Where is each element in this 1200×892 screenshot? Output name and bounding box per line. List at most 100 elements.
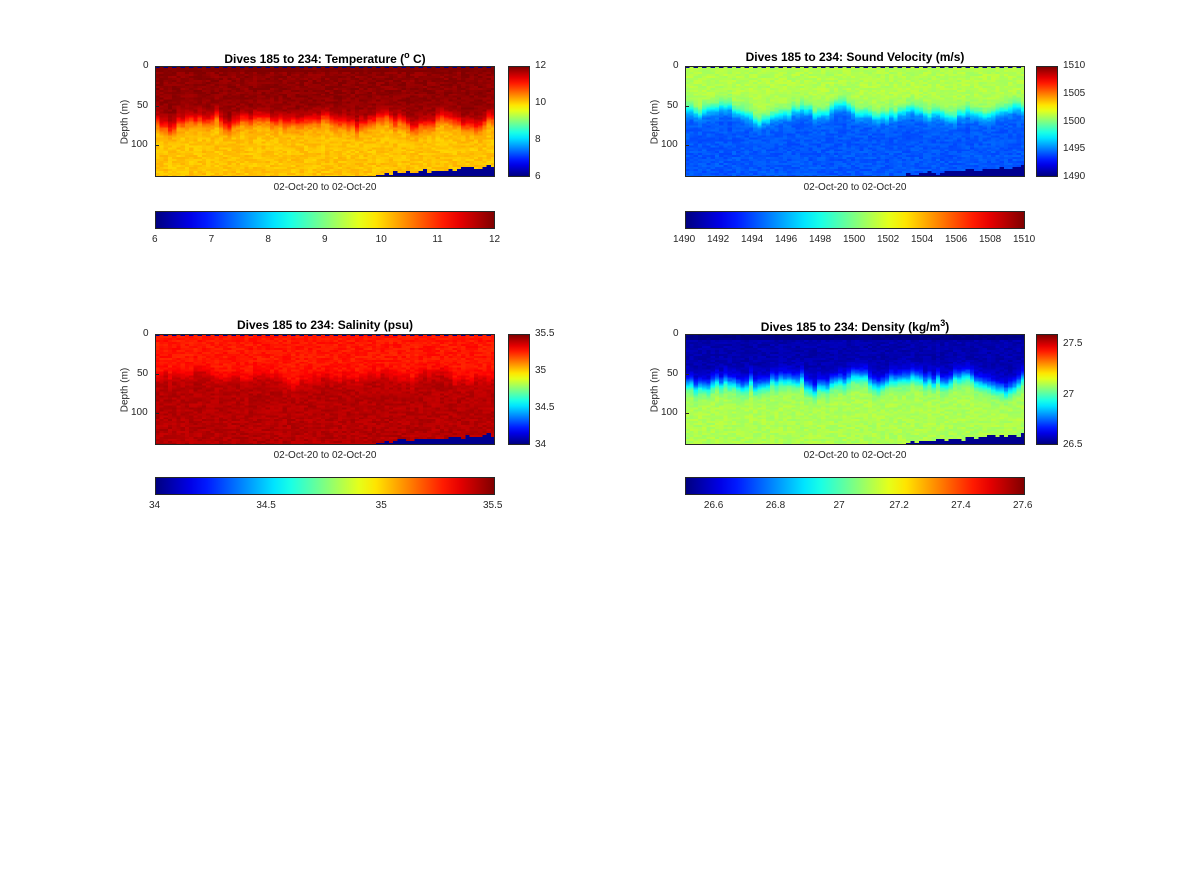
heatmap-cell [486,123,492,127]
heatmap-cell [490,77,495,81]
heatmap-cell [427,91,432,95]
heatmap-cell [448,121,454,125]
heatmap-cell [286,75,292,79]
heatmap-cell [189,125,194,129]
heatmap-cell [248,79,254,83]
heatmap-cell [422,163,428,166]
heatmap-cell [278,113,284,117]
heatmap-cell [295,151,301,154]
heatmap-cell [252,135,258,138]
heatmap-cell [490,123,495,127]
heatmap-cell [410,157,415,160]
heatmap-cell [282,165,288,168]
heatmap-cell [231,131,237,134]
heatmap-cell [299,85,305,89]
heatmap-cell [308,167,313,170]
heatmap-cell [316,83,322,87]
heatmap-cell [240,79,245,83]
heatmap-cell [325,145,330,148]
heatmap-cell [363,103,369,107]
heatmap-cell [244,101,250,105]
heatmap-cell [465,79,471,83]
heatmap-cell [193,97,199,101]
heatmap-cell [354,119,360,123]
heatmap-cell [410,66,415,69]
heatmap-cell [189,133,194,136]
heatmap-cell [405,161,411,164]
heatmap-cell [291,159,296,162]
heatmap-cell [452,101,458,105]
heatmap-cell [299,119,305,123]
heatmap-cell [490,149,495,152]
heatmap-cell [410,135,415,138]
heatmap-cell [193,149,199,152]
heatmap-cell [414,159,420,162]
heatmap-cell [291,163,296,166]
heatmap-cell [719,113,724,117]
heatmap-cell [223,143,228,146]
heatmap-cell [197,131,203,134]
heatmap-cell [689,89,695,93]
heatmap-cell [422,71,428,75]
heatmap-cell [702,109,707,113]
heatmap-cell [342,111,347,115]
heatmap-cell [469,101,475,105]
heatmap-cell [333,91,339,95]
heatmap-cell [486,83,492,87]
heatmap-cell [422,105,428,109]
heatmap-cell [342,93,347,97]
heatmap-cell [214,155,220,158]
heatmap-cell [172,117,177,121]
heatmap-cell [401,89,407,93]
heatmap-cell [359,101,364,105]
heatmap-cell [295,71,301,75]
heatmap-cell [248,87,254,91]
heatmap-cell [401,171,407,174]
heatmap-cell [312,101,318,105]
heatmap-cell [159,113,165,117]
heatmap-cell [214,161,220,164]
heatmap-cell [333,89,339,93]
heatmap-cell [719,81,724,85]
heatmap-cell [465,129,471,133]
heatmap-cell [444,87,449,91]
heatmap-cell [710,77,716,81]
heatmap-cell [295,155,301,158]
heatmap-cell [397,99,403,103]
heatmap-cell [172,147,177,150]
heatmap-cell [405,97,411,101]
heatmap-cell [359,165,364,168]
heatmap-cell [210,99,216,103]
heatmap-cell [244,155,250,158]
heatmap-cell [397,83,403,87]
heatmap-cell [210,97,216,101]
heatmap-cell [410,111,415,115]
heatmap-cell [155,107,160,111]
heatmap-cell [218,165,224,168]
heatmap-cell [282,173,288,176]
heatmap-cell [456,167,462,170]
heatmap-cell [414,75,420,79]
heatmap-cell [286,79,292,83]
heatmap-cell [706,99,712,103]
heatmap-cell [274,97,279,101]
heatmap-cell [359,129,364,133]
heatmap-cell [448,69,454,73]
heatmap-cell [354,163,360,166]
heatmap-cell [291,111,296,115]
heatmap-cell [257,101,262,105]
heatmap-cell [235,69,241,73]
heatmap-cell [465,67,471,71]
heatmap-cell [376,83,381,87]
heatmap-cell [210,165,216,168]
heatmap-cell [235,99,241,103]
heatmap-cell [155,109,160,113]
heatmap-cell [248,131,254,134]
heatmap-cell [295,95,301,99]
heatmap-cell [316,147,322,150]
heatmap-cell [401,167,407,170]
heatmap-cell [261,163,267,166]
heatmap-cell [163,143,169,146]
heatmap-cell [223,73,228,77]
heatmap-cell [380,77,386,81]
